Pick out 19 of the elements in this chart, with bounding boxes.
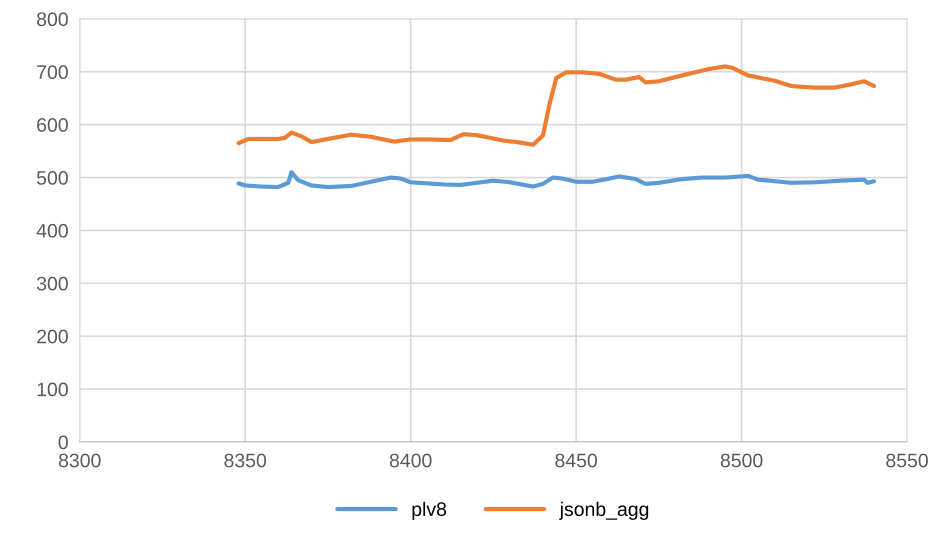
y-tick-label: 0 xyxy=(58,435,68,450)
x-tick-label: 8400 xyxy=(390,454,432,468)
legend-label: jsonb_agg xyxy=(559,502,648,520)
y-tick-label: 500 xyxy=(36,171,68,185)
legend-label: plv8 xyxy=(412,502,446,520)
y-tick-label: 200 xyxy=(37,330,68,344)
y-tick-label: 800 xyxy=(37,12,68,26)
y-tick-label: 100 xyxy=(38,382,68,396)
y-tick-label: 400 xyxy=(36,224,68,238)
y-tick-label: 300 xyxy=(36,276,68,291)
y-tick-label: 700 xyxy=(37,65,68,79)
x-tick-label: 8300 xyxy=(58,454,101,468)
x-tick-label: 8350 xyxy=(224,454,266,468)
line-series xyxy=(236,64,876,147)
y-tick-label: 600 xyxy=(37,118,68,132)
x-tick-label: 8450 xyxy=(555,454,597,468)
x-tick-label: 8550 xyxy=(886,454,928,468)
line-series xyxy=(236,170,876,190)
x-tick-label: 8500 xyxy=(720,454,762,468)
